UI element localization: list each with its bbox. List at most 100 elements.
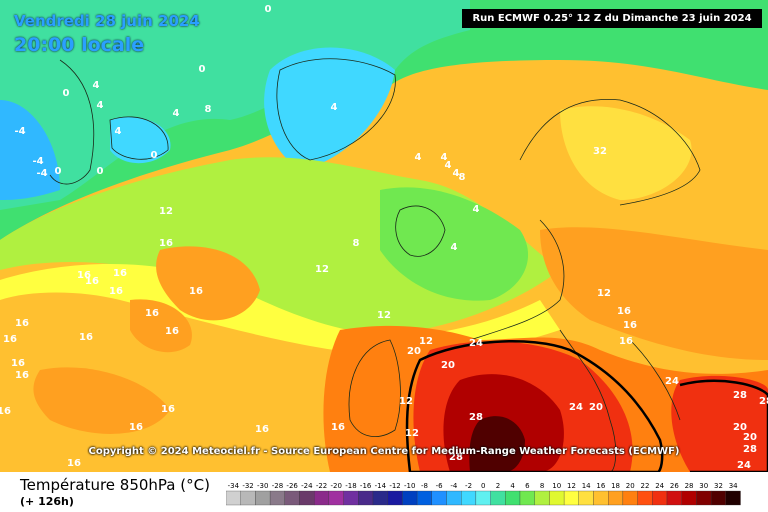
field-peak-core [469,416,525,472]
map-value-label: 16 [109,286,123,297]
scale-swatch [505,490,521,506]
field-atlantic-warm-3 [33,367,170,434]
scale-label: -22 [316,482,327,490]
scale-label: -16 [360,482,372,490]
scale-label: 8 [540,482,544,490]
map-value-label: 4 [453,168,460,179]
scale-label: 6 [525,482,530,490]
field-scandinavia-core [560,106,692,200]
forecast-date: Vendredi 28 juin 2024 [14,12,200,30]
scale-swatch [519,490,535,506]
scale-swatch [314,490,330,506]
scale-label: 16 [596,482,605,490]
field-north-sea [380,187,529,301]
scale-swatch [358,490,374,506]
scale-label: 24 [655,482,664,490]
map-value-label: 28 [759,396,768,407]
map-value-label: 28 [733,390,747,401]
scale-swatch [461,490,477,506]
scale-label: -14 [375,482,387,490]
map-value-label: 4 [473,204,480,215]
map-value-label: 24 [737,460,751,471]
scale-swatch [284,490,300,506]
map-value-label: 4 [445,160,452,171]
map-value-label: 16 [85,276,99,287]
map-value-label: 20 [733,422,747,433]
map-value-label: 16 [67,458,81,469]
legend-footer: Température 850hPa (°C) (+ 126h) -34 -32-… [0,472,768,512]
map-value-label: 8 [459,172,466,183]
scale-label: -8 [421,482,428,490]
scale-swatch [593,490,609,506]
map-value-label: 4 [331,102,338,113]
map-value-label: 20 [743,432,757,443]
coastlines [49,58,701,472]
map-value-label: 28 [449,452,463,463]
field-iceland-cold [264,47,395,170]
model-run-info: Run ECMWF 0.25° 12 Z du Dimanche 23 juin… [462,9,762,28]
scale-label: 4 [510,482,515,490]
map-value-label: 4 [97,100,104,111]
scale-label: 30 [699,482,708,490]
map-value-label: 12 [159,206,173,217]
map-value-label: 16 [161,404,175,415]
scale-swatch [681,490,697,506]
map-value-label: 24 [469,338,483,349]
scale-label: -12 [389,482,400,490]
scale-swatch [563,490,579,506]
map-value-label: -4 [14,126,25,137]
map-value-label: 4 [93,80,100,91]
scale-swatch [226,490,241,506]
legend-subtitle: (+ 126h) [20,495,74,508]
scale-swatch [387,490,403,506]
map-value-label: 32 [593,146,607,157]
scale-label: -34 [228,482,240,490]
scale-label: 18 [611,482,620,490]
scale-label: -30 [257,482,268,490]
map-value-label: 0 [265,4,272,15]
map-value-label: 20 [589,402,603,413]
map-value-label: 16 [15,318,29,329]
map-value-label: -4 [36,168,47,179]
field-atlantic-warm-2 [130,299,192,353]
map-value-label: 4 [415,152,422,163]
map-value-label: 16 [617,306,631,317]
scale-swatch [475,490,491,506]
scale-swatch [269,490,285,506]
scale-swatch [622,490,638,506]
map-value-label: 16 [619,336,633,347]
scale-label: -10 [404,482,415,490]
field-yellow-band [0,263,560,357]
scale-label: 14 [582,482,591,490]
map-value-label: 16 [159,238,173,249]
scale-swatch [534,490,550,506]
map-value-label: 16 [255,424,269,435]
scale-swatch [578,490,594,506]
scale-label: -2 [465,482,472,490]
scale-swatch [549,490,565,506]
map-value-label: 12 [597,288,611,299]
map-value-label: 0 [97,166,104,177]
map-value-label: 0 [63,88,70,99]
scale-swatch [652,490,668,506]
map-value-label: 16 [0,406,11,417]
map-value-label: 4 [115,126,122,137]
scale-swatch [637,490,653,506]
scale-swatch [343,490,359,506]
map-value-label: 8 [205,104,212,115]
map-value-label: 0 [199,64,206,75]
scale-label: 34 [729,482,738,490]
scale-label: 2 [496,482,500,490]
legend-title: Température 850hPa (°C) [20,476,210,494]
map-value-label: 12 [419,336,433,347]
map-value-label: 16 [11,358,25,369]
map-value-label: 12 [377,310,391,321]
map-value-label: 16 [189,286,203,297]
scale-swatch [372,490,388,506]
scale-label: 20 [626,482,635,490]
scale-label: 22 [640,482,649,490]
scale-swatch [328,490,344,506]
scale-swatch [490,490,506,506]
field-greenland-cold [0,100,60,200]
field-central-europe [540,227,768,360]
